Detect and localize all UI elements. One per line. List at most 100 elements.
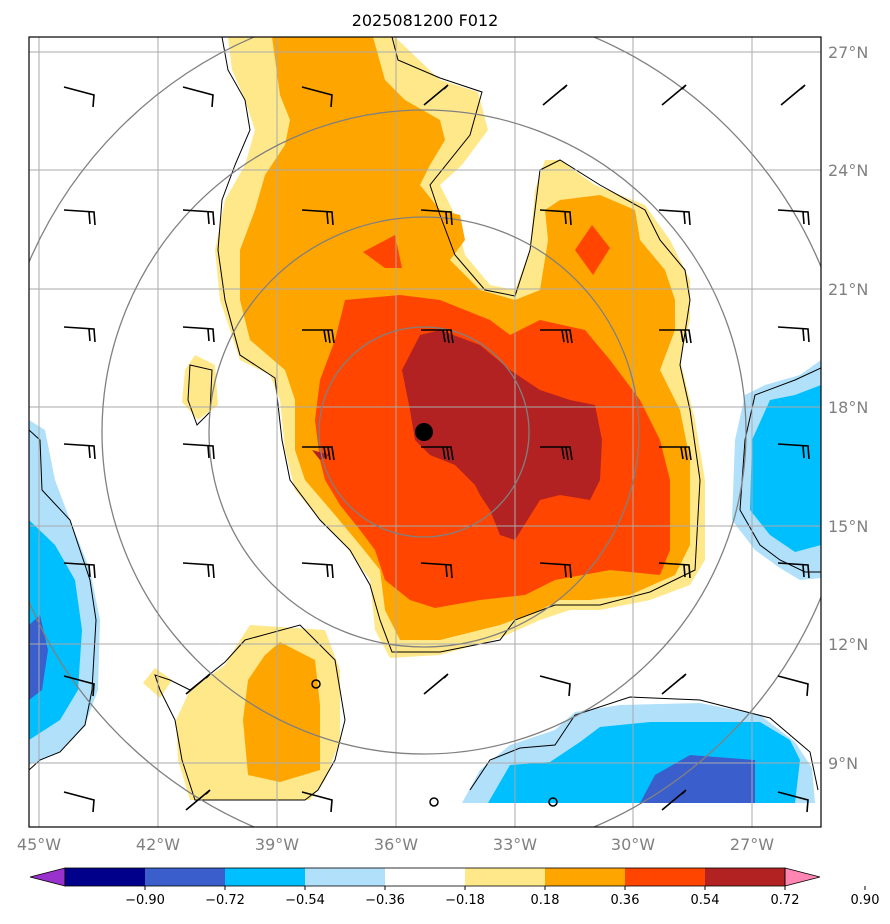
- wind-barb: [539, 209, 572, 226]
- wind-barb: [301, 86, 333, 108]
- lon-label: 45°W: [17, 835, 61, 854]
- wind-barb: [540, 329, 573, 344]
- colorbar-segment: [705, 868, 786, 886]
- wind-barb: [658, 209, 691, 226]
- colorbar-segment: [65, 868, 146, 886]
- wind-barb: [63, 562, 96, 579]
- colorbar-segment: [545, 868, 626, 886]
- colorbar-extend-max: [784, 867, 821, 887]
- colorbar-tick-label: −0.90: [125, 893, 165, 908]
- colorbar-frame: [64, 867, 786, 887]
- calm-wind-marker: [311, 679, 321, 689]
- wind-barb: [539, 675, 571, 697]
- lon-label: 36°W: [374, 835, 418, 854]
- colorbar-tick-label: 0.90: [851, 893, 880, 908]
- colorbar-tick-label: 0.72: [771, 893, 800, 908]
- wind-barb: [423, 84, 449, 106]
- wind-barb: [301, 209, 334, 226]
- wind-barb: [63, 209, 96, 226]
- colorbar-tick-label: −0.54: [285, 893, 325, 908]
- storm-center-marker: [415, 423, 433, 441]
- wind-barb: [661, 84, 687, 106]
- colorbar-segment: [305, 868, 386, 886]
- wind-barb: [777, 326, 810, 343]
- lon-label: 27°W: [730, 835, 774, 854]
- wind-barb: [542, 84, 568, 106]
- map-plot-area: [29, 37, 821, 827]
- wind-barb: [661, 673, 687, 695]
- colorbar-extend-min: [29, 867, 66, 887]
- wind-barb: [658, 562, 691, 579]
- wind-barb: [540, 446, 573, 461]
- wind-barb: [63, 791, 95, 813]
- colorbar-segment: [625, 868, 706, 886]
- wind-barb: [539, 562, 572, 579]
- wind-barb: [423, 673, 449, 695]
- lat-label: 21°N: [828, 280, 868, 299]
- range-rings: [29, 37, 821, 827]
- lat-label: 12°N: [828, 635, 868, 654]
- wind-barb: [302, 446, 335, 461]
- lat-label: 18°N: [828, 398, 868, 417]
- wind-barb: [63, 443, 96, 460]
- colorbar: −0.90 −0.72 −0.54 −0.36 −0.18 0.18 0.36 0.54 0.7…: [29, 867, 880, 908]
- lon-label: 33°W: [493, 835, 537, 854]
- wind-barb: [421, 329, 454, 344]
- colorbar-tick-label: 0.54: [691, 893, 720, 908]
- field-contour-neg-0-36: [750, 385, 821, 552]
- colorbar-tick-label: −0.72: [205, 893, 245, 908]
- wind-barb: [182, 209, 215, 226]
- latitude-labels: 27°N 24°N 21°N 18°N 15°N 12°N 9°N: [828, 43, 868, 773]
- map-title: 2025081200 F012: [352, 11, 499, 30]
- wind-barb: [301, 562, 334, 579]
- field-contour-0-72: [402, 330, 602, 540]
- wind-barbs: [63, 84, 810, 813]
- wind-barb: [185, 673, 211, 695]
- wind-barb: [421, 446, 454, 461]
- field-contour-neg-0-54: [640, 755, 755, 803]
- wind-barb: [182, 326, 215, 343]
- wind-barb: [301, 791, 333, 813]
- wind-barb: [182, 443, 215, 460]
- wind-barb: [661, 789, 687, 811]
- wind-barb: [777, 443, 810, 460]
- wind-barb: [182, 562, 215, 579]
- colorbar-segment: [145, 868, 226, 886]
- wind-barb: [302, 329, 335, 344]
- wind-barb: [182, 86, 214, 108]
- longitude-labels: 45°W 42°W 39°W 36°W 33°W 30°W 27°W: [17, 835, 774, 854]
- map-frame: [28, 36, 822, 828]
- wind-barb: [659, 446, 692, 461]
- calm-wind-marker: [429, 797, 439, 807]
- lat-label: 24°N: [828, 161, 868, 180]
- wind-barb: [185, 789, 211, 811]
- lon-label: 39°W: [255, 835, 299, 854]
- lat-label: 9°N: [828, 754, 858, 773]
- wind-barb: [659, 329, 692, 344]
- lon-label: 42°W: [136, 835, 180, 854]
- wind-barb: [63, 326, 96, 343]
- wind-barb: [420, 209, 453, 226]
- colorbar-tick-label: −0.18: [445, 893, 485, 908]
- colorbar-tick-label: −0.36: [365, 893, 405, 908]
- wind-barb: [63, 86, 95, 108]
- wind-barb: [777, 675, 809, 697]
- calm-wind-marker: [548, 797, 558, 807]
- outline-contours: [29, 37, 821, 801]
- wind-barb: [777, 209, 810, 226]
- field-contour-0-18: [182, 355, 218, 420]
- wind-barb: [777, 562, 810, 579]
- field-contour-0-36: [243, 642, 320, 782]
- colorbar-segment: [385, 868, 466, 886]
- wind-barb: [780, 84, 806, 106]
- wind-barb: [777, 791, 809, 813]
- graticule: [29, 37, 821, 827]
- colorbar-tick-label: 0.36: [611, 893, 640, 908]
- colorbar-segment: [225, 868, 306, 886]
- lat-label: 15°N: [828, 517, 868, 536]
- lon-label: 30°W: [611, 835, 655, 854]
- wind-barb: [63, 675, 95, 697]
- colorbar-segment: [465, 868, 546, 886]
- wind-barb: [420, 562, 453, 579]
